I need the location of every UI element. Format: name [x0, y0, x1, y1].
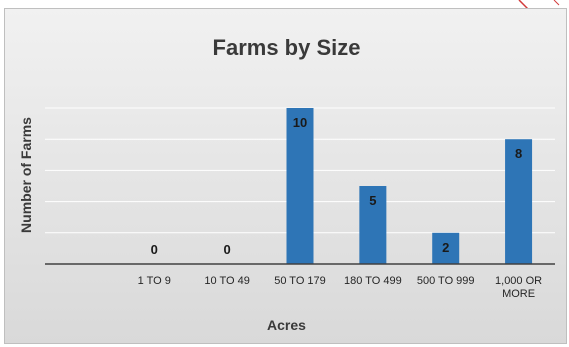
x-tick-label: 50 TO 179: [274, 275, 326, 287]
bar: [286, 108, 314, 264]
chart-area: Farms by Size Number of Farms Acres 1 TO…: [4, 8, 567, 344]
x-tick-label: 500 TO 999: [416, 275, 475, 287]
plot-area: [45, 107, 555, 265]
x-axis-label: Acres: [267, 317, 306, 333]
data-label: 0: [150, 242, 158, 257]
x-tick-label: 1,000 OR MORE: [495, 275, 543, 300]
data-label: 0: [223, 242, 231, 257]
bar: [505, 139, 533, 264]
x-tick-label: 180 TO 499: [343, 275, 402, 287]
data-label: 5: [369, 193, 377, 208]
bar: [432, 232, 460, 264]
data-label: 10: [292, 115, 308, 130]
bar: [359, 186, 387, 264]
x-tick-label: 10 TO 49: [204, 275, 250, 287]
x-tick-label: 1 TO 9: [137, 275, 171, 287]
chart-title: Farms by Size: [212, 35, 361, 60]
data-label: 2: [442, 239, 450, 255]
data-label: 8: [514, 146, 523, 162]
